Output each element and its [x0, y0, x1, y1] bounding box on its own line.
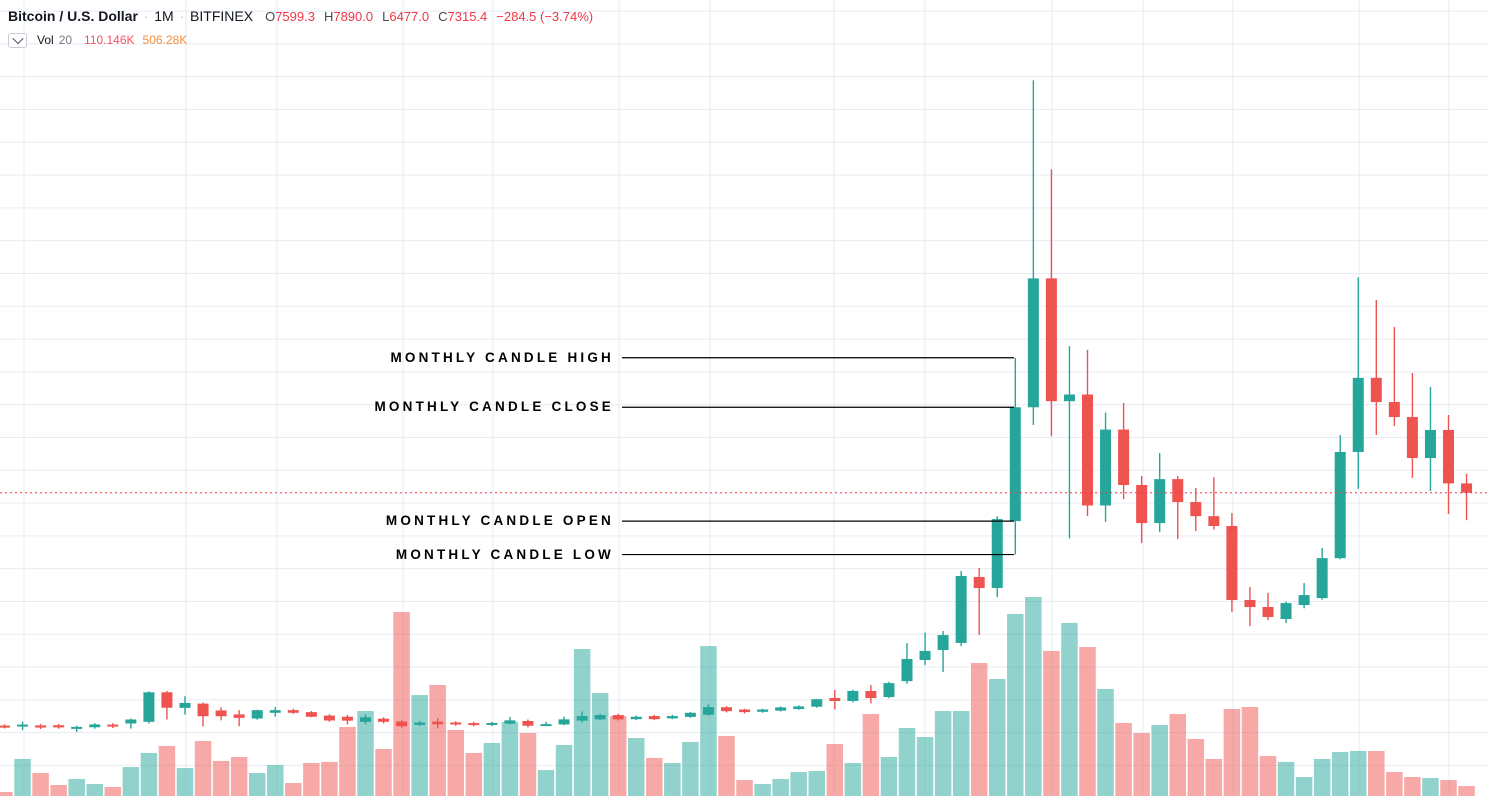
annotation-label-high: MONTHLY CANDLE HIGH [390, 349, 614, 365]
ohlc-values: O7599.3 H7890.0 L6477.0 C7315.4 [265, 9, 487, 24]
symbol-title[interactable]: Bitcoin / U.S. Dollar [8, 8, 138, 24]
indicator-legend-row: Vol 20 110.146K 506.28K [8, 31, 593, 49]
separator-dot: · [143, 8, 149, 24]
high-label: H [323, 8, 334, 24]
symbol-legend-row: Bitcoin / U.S. Dollar · 1M · BITFINEX O7… [8, 6, 593, 26]
indicator-name[interactable]: Vol [37, 33, 54, 47]
high-value: 7890.0 [333, 8, 374, 24]
low-value: 6477.0 [389, 8, 430, 24]
annotation-label-close: MONTHLY CANDLE CLOSE [374, 399, 614, 415]
change-value: −284.5 (−3.74%) [496, 8, 594, 24]
indicator-volume-value: 110.146K [84, 33, 135, 47]
annotation-lines [622, 357, 1014, 556]
close-label: C [438, 8, 448, 24]
separator-dot: · [179, 8, 185, 24]
open-label: O [265, 8, 276, 24]
interval-label[interactable]: 1M [154, 8, 174, 24]
indicator-length: 20 [58, 33, 73, 47]
open-value: 7599.3 [275, 8, 315, 24]
exchange-label[interactable]: BITFINEX [190, 8, 254, 24]
annotation-label-open: MONTHLY CANDLE OPEN [385, 513, 614, 529]
volume-layer [0, 596, 1475, 796]
chevron-down-icon [11, 32, 24, 45]
chart-legend: Bitcoin / U.S. Dollar · 1M · BITFINEX O7… [8, 6, 593, 49]
low-label: L [382, 8, 390, 24]
candles-layer [0, 80, 1473, 732]
indicator-ma-value: 506.28K [142, 33, 188, 47]
annotation-label-low: MONTHLY CANDLE LOW [395, 546, 614, 562]
close-value: 7315.4 [447, 8, 488, 24]
indicator-collapse-button[interactable] [8, 32, 27, 48]
